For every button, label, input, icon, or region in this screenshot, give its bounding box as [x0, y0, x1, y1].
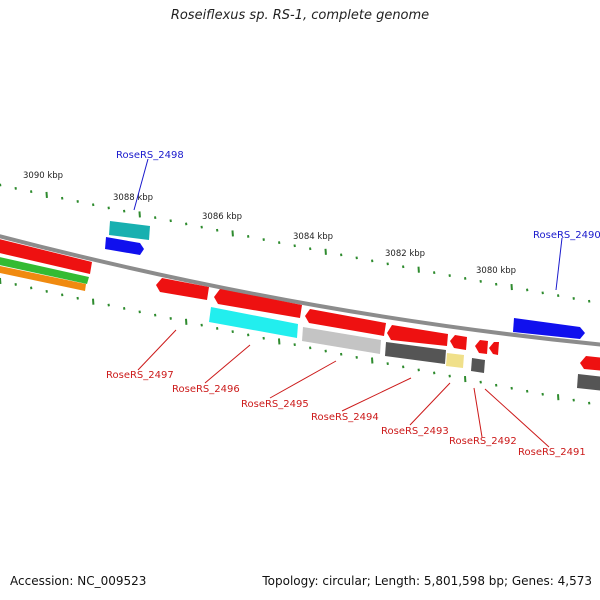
gene-roseRS-2497[interactable]	[156, 278, 209, 300]
gene-roseRS-2490[interactable]	[513, 318, 585, 339]
label-roseRS-2492[interactable]: RoseRS_2492	[449, 436, 517, 447]
gene-right-red[interactable]	[580, 356, 600, 371]
gene-roseRS-2495-red[interactable]	[305, 309, 386, 336]
gene-left-green[interactable]	[0, 256, 89, 284]
label-roseRS-2493[interactable]: RoseRS_2493	[381, 426, 449, 437]
kbp-label-3086: 3086 kbp	[202, 212, 242, 222]
gene-roseRS-2498-upper[interactable]	[109, 221, 150, 240]
label-roseRS-2496[interactable]: RoseRS_2496	[172, 384, 240, 395]
label-roseRS-2491[interactable]: RoseRS_2491	[518, 447, 586, 458]
kbp-label-3080: 3080 kbp	[476, 266, 516, 276]
label-roseRS-2494[interactable]: RoseRS_2494	[311, 412, 379, 423]
label-roseRS-2497[interactable]: RoseRS_2497	[106, 370, 174, 381]
leader-roseRS-2495	[269, 360, 337, 399]
gene-roseRS-2496[interactable]	[209, 307, 298, 338]
outer-tick-row	[0, 183, 591, 303]
map-title: Roseiflexus sp. RS-1, complete genome	[170, 8, 430, 23]
forward-strand-genes	[105, 221, 585, 339]
leader-roseRS-2490	[555, 237, 563, 291]
leader-roseRS-2493	[409, 382, 451, 426]
gene-roseRS-2492[interactable]	[471, 358, 485, 373]
gene-left-red[interactable]	[0, 238, 92, 274]
gene-left-orange[interactable]	[0, 265, 86, 291]
leader-roseRS-2497	[137, 329, 177, 371]
genome-backbone-arc	[0, 234, 600, 347]
leader-roseRS-2498	[133, 158, 149, 211]
gene-roseRS-2493-red[interactable]	[450, 335, 467, 350]
gene-roseRS-2495[interactable]	[302, 327, 381, 354]
label-roseRS-2495[interactable]: RoseRS_2495	[241, 399, 309, 410]
label-leader-lines	[133, 158, 563, 448]
gene-roseRS-2493[interactable]	[446, 353, 464, 368]
kbp-label-3090: 3090 kbp	[23, 171, 63, 181]
kbp-label-3082: 3082 kbp	[385, 249, 425, 259]
label-roseRS-2490[interactable]: RoseRS_2490	[533, 230, 600, 241]
gene-labels: RoseRS_2498 RoseRS_2490 RoseRS_2497 Rose…	[106, 150, 600, 458]
gene-roseRS-2492-red[interactable]	[475, 340, 488, 354]
gene-right-dark-gray[interactable]	[577, 374, 600, 391]
kbp-label-3088: 3088 kbp	[113, 193, 153, 203]
kbp-scale-labels: 3090 kbp 3088 kbp 3086 kbp 3084 kbp 3082…	[23, 171, 516, 276]
kbp-label-3084: 3084 kbp	[293, 232, 333, 242]
leader-roseRS-2492	[473, 387, 483, 438]
reverse-strand-genes	[0, 238, 600, 391]
genome-stats-text: Topology: circular; Length: 5,801,598 bp…	[262, 574, 592, 588]
gene-roseRS-2491-red[interactable]	[489, 342, 499, 355]
gene-roseRS-2494-red[interactable]	[387, 325, 448, 346]
leader-roseRS-2496	[204, 344, 251, 384]
leader-roseRS-2491	[484, 388, 550, 448]
gene-roseRS-2498[interactable]	[105, 237, 144, 255]
gene-roseRS-2494[interactable]	[385, 342, 446, 364]
gene-roseRS-2496-red[interactable]	[214, 289, 302, 318]
inner-tick-row	[0, 277, 591, 405]
label-roseRS-2498[interactable]: RoseRS_2498	[116, 150, 184, 161]
leader-roseRS-2494	[341, 377, 412, 412]
accession-text: Accession: NC_009523	[10, 574, 147, 588]
